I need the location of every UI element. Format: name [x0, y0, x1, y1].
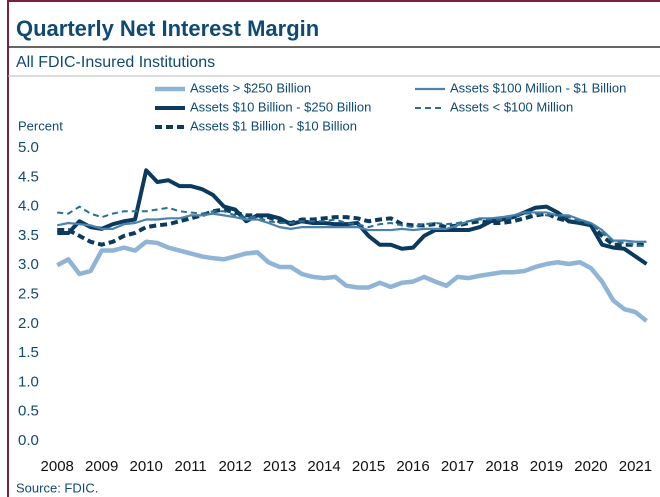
legend-label: Assets > $250 Billion: [190, 80, 311, 95]
y-tick-label: 0.5: [18, 403, 39, 420]
x-tick-label: 2019: [530, 458, 563, 475]
y-tick-label: 0.0: [18, 432, 39, 449]
legend-label: Assets $10 Billion - $250 Billion: [190, 99, 371, 114]
y-tick-label: 5.0: [18, 139, 39, 156]
y-tick-label: 3.0: [18, 256, 39, 273]
x-tick-label: 2013: [263, 458, 296, 475]
source-note: Source: FDIC.: [16, 480, 98, 495]
x-tick-label: 2012: [218, 458, 251, 475]
x-tick-label: 2010: [129, 458, 162, 475]
y-tick-label: 2.5: [18, 285, 39, 302]
series-line: [56, 211, 647, 243]
chart-subtitle: All FDIC-Insured Institutions: [16, 54, 215, 71]
y-tick-label: 4.5: [18, 168, 39, 185]
y-axis-label: Percent: [18, 118, 63, 133]
legend-label: Assets $1 Billion - $10 Billion: [190, 118, 357, 133]
x-tick-label: 2011: [175, 458, 207, 475]
legend-label: Assets < $100 Million: [450, 99, 573, 114]
x-tick-label: 2014: [307, 458, 340, 475]
y-tick-label: 2.0: [18, 315, 39, 332]
x-tick-label: 2016: [396, 458, 429, 475]
series-line: [56, 239, 648, 323]
y-tick-label: 4.0: [18, 198, 39, 215]
x-tick-label: 2009: [85, 458, 118, 475]
x-tick-label: 2008: [41, 458, 74, 475]
series-line: [57, 205, 647, 248]
x-tick-label: 2017: [441, 458, 474, 475]
y-tick-label: 3.5: [18, 227, 39, 244]
legend-label: Assets $100 Million - $1 Billion: [450, 80, 626, 95]
chart-title: Quarterly Net Interest Margin: [16, 16, 319, 41]
y-tick-label: 1.5: [18, 344, 39, 361]
x-tick-label: 2020: [574, 458, 607, 475]
y-tick-label: 1.0: [18, 373, 39, 390]
x-tick-label: 2018: [485, 458, 518, 475]
x-tick-label: 2015: [352, 458, 385, 475]
x-tick-label: 2021: [619, 458, 652, 475]
